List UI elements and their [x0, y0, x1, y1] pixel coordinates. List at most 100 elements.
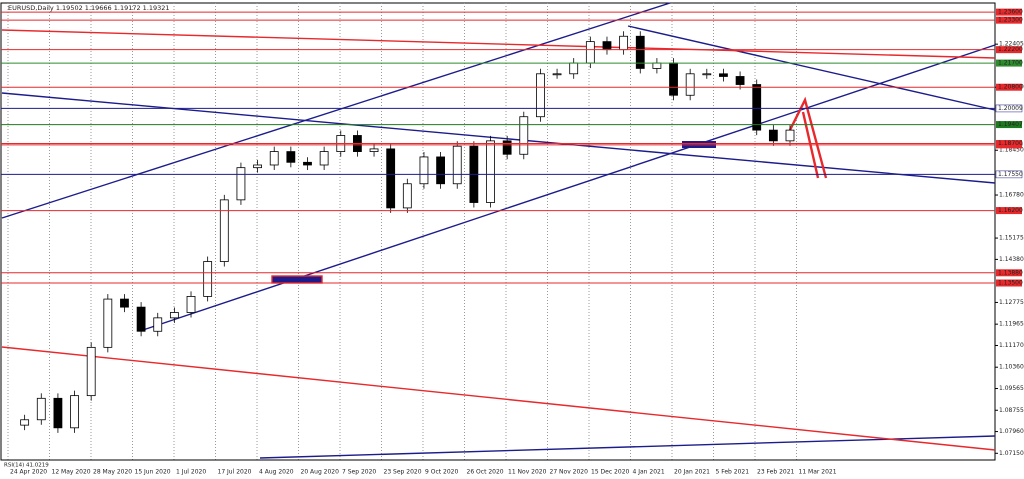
candle [602, 41, 612, 51]
candle [536, 73, 545, 118]
x-tick-label: 27 Nov 2020 [550, 469, 589, 476]
candle [236, 167, 246, 201]
trendline [259, 435, 996, 459]
level-tag [995, 170, 1023, 179]
x-tick-label: 26 Oct 2020 [467, 469, 504, 476]
y-tick-label: 1.11170 [999, 342, 1024, 349]
level-tag [996, 207, 1022, 215]
candle [53, 397, 63, 429]
level-label: 1.17550 [998, 171, 1023, 178]
arrow [788, 96, 828, 179]
candle [219, 199, 229, 262]
candle [186, 296, 196, 313]
y-tick-label: 1.07960 [999, 428, 1024, 435]
trendline [1, 29, 996, 59]
level-tag [996, 46, 1022, 54]
level-tag [996, 269, 1022, 277]
x-tick-label: 20 Jan 2021 [674, 469, 710, 476]
level-tag [995, 104, 1023, 113]
candle [735, 76, 745, 85]
candle [286, 151, 296, 163]
candle [120, 298, 129, 308]
x-tick-label: 15 Jun 2020 [135, 469, 171, 476]
y-tick-label: 1.10360 [999, 364, 1024, 371]
y-tick-label: 1.22405 [999, 41, 1024, 48]
candle [685, 73, 695, 96]
candle [502, 140, 512, 155]
candle [552, 73, 562, 76]
indicator-label: RSI(14) 41.0219 [4, 463, 49, 469]
x-tick-label: 4 Aug 2020 [259, 469, 294, 476]
candle [103, 298, 113, 348]
chart-title: EURUSD,Daily 1.19502 1.19666 1.19172 1.1… [8, 4, 170, 12]
x-tick-label: 5 Feb 2021 [716, 469, 750, 476]
candle [269, 151, 279, 166]
candle [402, 183, 412, 209]
x-tick-label: 11 Nov 2020 [508, 469, 547, 476]
x-tick-label: 17 Jul 2020 [218, 469, 252, 476]
level-tag [996, 16, 1022, 24]
candle [70, 395, 79, 429]
level-label: 1.22200 [998, 46, 1023, 53]
level-label: 1.23300 [998, 17, 1023, 24]
candle [652, 62, 662, 69]
level-label: 1.16200 [998, 207, 1023, 214]
y-tick-label: 1.18450 [999, 147, 1024, 154]
candle [619, 35, 629, 51]
level-label: 1.18700 [998, 140, 1023, 147]
candle [319, 151, 329, 166]
candle [752, 84, 762, 131]
x-tick-label: 28 May 2020 [93, 469, 132, 476]
candle [369, 148, 379, 152]
level-tag [996, 59, 1022, 67]
y-tick-label: 1.12775 [999, 299, 1024, 306]
x-tick-label: 9 Oct 2020 [425, 469, 458, 476]
candle [203, 261, 213, 297]
trendline [1, 2, 671, 219]
candle [303, 161, 312, 166]
level-tag [996, 140, 1022, 148]
candle [86, 346, 96, 397]
level-label: 1.23600 [998, 9, 1023, 16]
level-label: 1.13500 [998, 279, 1023, 286]
candle [702, 73, 712, 76]
candle [785, 129, 795, 142]
candle [386, 148, 396, 209]
y-tick-label: 1.15175 [999, 235, 1024, 242]
candle [136, 306, 146, 332]
level-tag [996, 83, 1022, 91]
candle [486, 140, 495, 203]
level-tag [996, 121, 1022, 129]
candle [419, 156, 429, 185]
trendline [1, 346, 996, 451]
y-tick-label: 1.08755 [999, 407, 1024, 414]
level-tag [996, 279, 1022, 287]
zone [271, 275, 323, 284]
candle [169, 312, 179, 319]
y-tick-label: 1.11965 [999, 321, 1024, 328]
level-label: 1.19407 [998, 121, 1023, 128]
x-tick-label: 12 May 2020 [52, 469, 91, 476]
level-label: 1.20800 [998, 84, 1023, 91]
x-tick-label: 23 Feb 2021 [757, 469, 795, 476]
candle [36, 397, 46, 421]
trendline [627, 25, 996, 111]
candle [153, 317, 163, 332]
candle [635, 35, 645, 69]
y-tick-label: 1.07150 [999, 450, 1024, 457]
x-tick-label: 1 Jul 2020 [176, 469, 206, 476]
candle [585, 41, 595, 64]
candle [519, 116, 529, 155]
x-tick-label: 11 Mar 2021 [799, 469, 837, 476]
candle [719, 73, 728, 77]
candle [768, 129, 778, 142]
level-label: 1.21700 [998, 60, 1023, 67]
candle [669, 62, 678, 96]
x-tick-label: 24 Apr 2020 [10, 469, 47, 476]
level-label: 1.13880 [998, 269, 1023, 276]
level-label: 1.20009 [998, 105, 1023, 112]
candle [20, 419, 30, 426]
x-tick-label: 15 Dec 2020 [591, 469, 630, 476]
